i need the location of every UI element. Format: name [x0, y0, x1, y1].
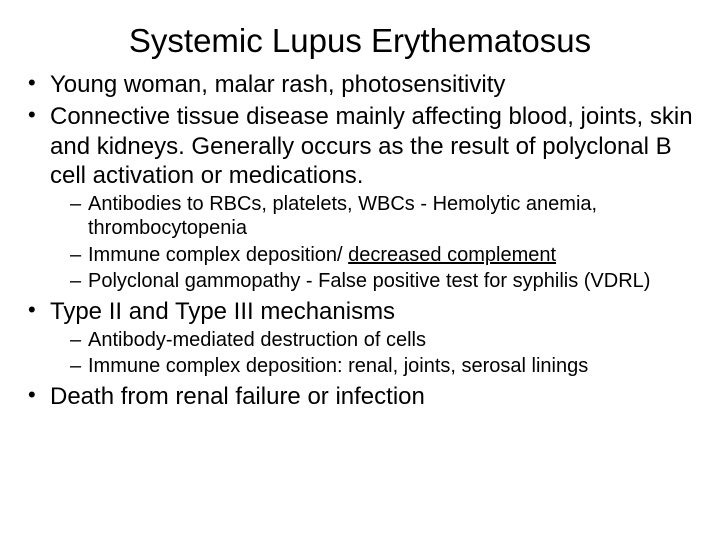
sub-bullet-text: Immune complex deposition: renal, joints…	[88, 355, 588, 377]
bullet-text: Young woman, malar rash, photosensitivit…	[50, 71, 505, 98]
sub-list-item: Polyclonal gammopathy - False positive t…	[50, 269, 702, 293]
list-item: Type II and Type III mechanisms Antibody…	[18, 297, 702, 379]
list-item: Young woman, malar rash, photosensitivit…	[18, 70, 702, 99]
sub-bullet-text: Polyclonal gammopathy - False positive t…	[88, 270, 650, 292]
sub-list-item: Immune complex deposition: renal, joints…	[50, 354, 702, 378]
list-item: Connective tissue disease mainly affecti…	[18, 102, 702, 293]
bullet-list: Young woman, malar rash, photosensitivit…	[18, 70, 702, 411]
bullet-text: Connective tissue disease mainly affecti…	[50, 103, 693, 189]
sub-list: Antibodies to RBCs, platelets, WBCs - He…	[50, 192, 702, 294]
sub-bullet-text: Immune complex deposition/ decreased com…	[88, 244, 556, 266]
slide-title: Systemic Lupus Erythematosus	[18, 22, 702, 60]
sub-bullet-text: Antibody-mediated destruction of cells	[88, 329, 426, 351]
sub-bullet-text: Antibodies to RBCs, platelets, WBCs - He…	[88, 193, 597, 239]
sub-list-item: Immune complex deposition/ decreased com…	[50, 243, 702, 267]
sub-list: Antibody-mediated destruction of cells I…	[50, 328, 702, 379]
bullet-text: Type II and Type III mechanisms	[50, 298, 395, 325]
sub-list-item: Antibodies to RBCs, platelets, WBCs - He…	[50, 192, 702, 241]
sub-list-item: Antibody-mediated destruction of cells	[50, 328, 702, 352]
list-item: Death from renal failure or infection	[18, 382, 702, 411]
bullet-text: Death from renal failure or infection	[50, 383, 425, 410]
